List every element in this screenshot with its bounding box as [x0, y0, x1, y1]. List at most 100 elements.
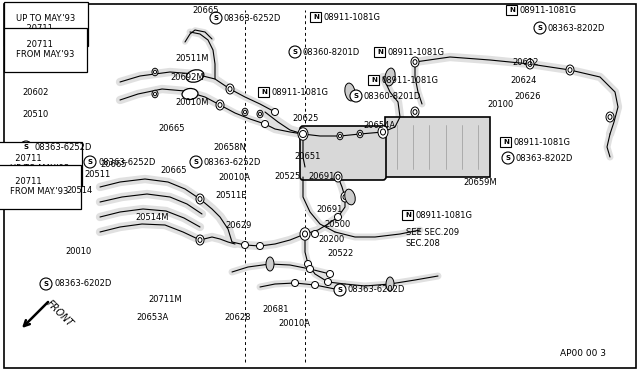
Text: AP00 00 3: AP00 00 3 — [560, 349, 606, 358]
Text: 08911-1081G: 08911-1081G — [416, 211, 473, 219]
Ellipse shape — [413, 110, 417, 115]
Ellipse shape — [566, 65, 574, 75]
Text: 20626: 20626 — [514, 92, 541, 100]
Text: 20514M: 20514M — [135, 212, 168, 221]
Text: S: S — [506, 155, 511, 161]
Text: 20511: 20511 — [84, 170, 110, 179]
Ellipse shape — [152, 68, 158, 76]
Text: 20602: 20602 — [22, 87, 49, 96]
Text: SEC.208: SEC.208 — [406, 240, 441, 248]
Text: S: S — [44, 281, 49, 287]
Ellipse shape — [526, 59, 534, 69]
Text: 20659M: 20659M — [463, 177, 497, 186]
Text: N: N — [261, 89, 267, 95]
Ellipse shape — [413, 60, 417, 64]
Ellipse shape — [568, 68, 572, 73]
Text: 20711
UP TO MAY.'93: 20711 UP TO MAY.'93 — [10, 154, 69, 173]
Text: 20665: 20665 — [158, 124, 184, 132]
Circle shape — [326, 270, 333, 278]
Text: 20711M: 20711M — [148, 295, 182, 305]
Bar — [385, 117, 490, 177]
Circle shape — [502, 152, 514, 164]
Text: 20665: 20665 — [192, 6, 218, 15]
Ellipse shape — [345, 189, 355, 205]
Circle shape — [289, 46, 301, 58]
Text: 08360-8201D: 08360-8201D — [303, 48, 360, 57]
Ellipse shape — [182, 89, 198, 100]
Text: 08911-1081G: 08911-1081G — [388, 48, 445, 57]
Text: S: S — [88, 159, 93, 165]
Text: 20651: 20651 — [294, 151, 321, 160]
Text: 08363-6252D: 08363-6252D — [224, 13, 282, 22]
Ellipse shape — [152, 90, 158, 98]
Ellipse shape — [226, 84, 234, 94]
Text: S: S — [292, 49, 298, 55]
Ellipse shape — [606, 112, 614, 122]
Text: 08911-1081G: 08911-1081G — [520, 6, 577, 15]
Text: 08363-6202D: 08363-6202D — [54, 279, 111, 289]
Ellipse shape — [186, 70, 204, 82]
Circle shape — [305, 260, 312, 267]
Ellipse shape — [358, 132, 362, 136]
Circle shape — [312, 231, 319, 237]
Text: 20691: 20691 — [316, 205, 342, 214]
Circle shape — [257, 243, 264, 250]
Ellipse shape — [301, 131, 305, 137]
Text: 20628: 20628 — [224, 314, 250, 323]
Text: N: N — [377, 49, 383, 55]
Text: 20658N: 20658N — [213, 142, 246, 151]
Text: 08363-8202D: 08363-8202D — [516, 154, 573, 163]
Text: 20681: 20681 — [262, 305, 289, 314]
Ellipse shape — [386, 277, 394, 291]
Text: S: S — [193, 159, 198, 165]
Text: 08911-1081G: 08911-1081G — [382, 76, 439, 84]
FancyBboxPatch shape — [506, 5, 518, 15]
Text: UP TO MAY.'93
    20711: UP TO MAY.'93 20711 — [16, 14, 76, 33]
Ellipse shape — [608, 115, 612, 119]
Ellipse shape — [198, 238, 202, 243]
Text: S: S — [24, 144, 29, 150]
Ellipse shape — [242, 108, 248, 116]
Text: 20010A: 20010A — [218, 173, 250, 182]
Text: N: N — [313, 14, 319, 20]
Circle shape — [534, 22, 546, 34]
Text: 20514: 20514 — [66, 186, 92, 195]
Text: 20010M: 20010M — [175, 97, 209, 106]
Ellipse shape — [196, 235, 204, 245]
Ellipse shape — [343, 195, 347, 199]
Text: N: N — [503, 139, 509, 145]
Text: 20200: 20200 — [318, 234, 344, 244]
FancyBboxPatch shape — [300, 126, 386, 180]
Text: 20511M: 20511M — [175, 54, 209, 62]
FancyBboxPatch shape — [259, 87, 269, 97]
Ellipse shape — [266, 257, 274, 271]
Text: 20711
FROM MAY.'93: 20711 FROM MAY.'93 — [16, 40, 74, 60]
Text: S: S — [337, 287, 342, 293]
Text: N: N — [371, 77, 377, 83]
Text: 20525: 20525 — [274, 171, 300, 180]
Ellipse shape — [218, 103, 222, 108]
Circle shape — [40, 278, 52, 290]
FancyBboxPatch shape — [500, 137, 511, 147]
Text: 08911-1081G: 08911-1081G — [324, 13, 381, 22]
Text: 08360-8201D: 08360-8201D — [364, 92, 421, 100]
Ellipse shape — [216, 100, 224, 110]
Circle shape — [262, 121, 269, 128]
Ellipse shape — [334, 172, 342, 182]
Circle shape — [84, 156, 96, 168]
FancyBboxPatch shape — [310, 12, 321, 22]
Text: N: N — [509, 7, 515, 13]
FancyBboxPatch shape — [374, 47, 385, 57]
Text: 20711
FROM MAY.'93: 20711 FROM MAY.'93 — [10, 177, 68, 196]
Text: 20654A: 20654A — [363, 121, 395, 129]
Text: 08363-6202D: 08363-6202D — [348, 285, 405, 295]
Text: 08911-1081G: 08911-1081G — [514, 138, 571, 147]
Text: 20653A: 20653A — [136, 314, 168, 323]
Ellipse shape — [336, 174, 340, 179]
Ellipse shape — [154, 70, 157, 74]
Ellipse shape — [339, 134, 342, 138]
Text: S: S — [538, 25, 543, 31]
Circle shape — [334, 284, 346, 296]
Text: 08911-1081G: 08911-1081G — [272, 87, 329, 96]
Circle shape — [210, 12, 222, 24]
